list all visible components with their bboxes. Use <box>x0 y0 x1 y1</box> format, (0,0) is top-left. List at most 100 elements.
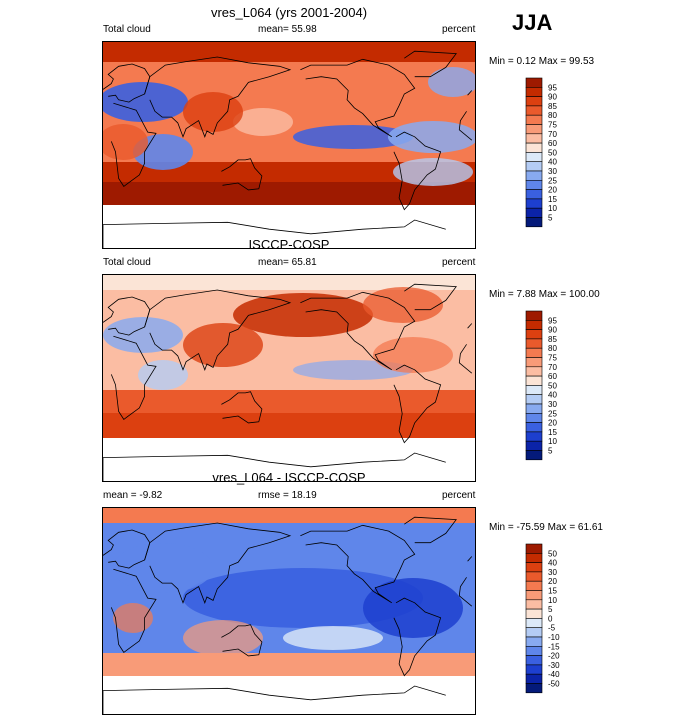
panel-1-colorbar-swatch <box>525 170 543 181</box>
panel-2-colorbar-tick-label: 30 <box>548 400 557 409</box>
panel-1-colorbar-swatch <box>525 207 543 218</box>
panel-2-cloud-field <box>373 337 453 373</box>
panel-1-cloud-field <box>103 124 148 160</box>
panel-2-coastline-antarctica <box>103 452 446 481</box>
panel-2-colorbar-tick-label: 70 <box>548 363 557 372</box>
panel-3-colorbar-swatch <box>525 571 543 582</box>
panel-2-cloud-field <box>138 360 188 390</box>
panel-3-colorbar-tick-label: 30 <box>548 568 557 577</box>
panel-2-colorbar-tick-label: 5 <box>548 447 553 456</box>
panel-1-colorbar-swatch <box>525 87 543 97</box>
panel-2-colorbar-swatch <box>525 413 543 423</box>
panel-1-colorbar-swatch <box>525 180 543 190</box>
panel-1-cloud-field <box>103 205 475 248</box>
panel-3-colorbar-tick-label: 15 <box>548 587 557 596</box>
panel-1-colorbar-swatch <box>525 189 543 200</box>
panel-1-colorbar-swatch <box>525 133 543 144</box>
panel-2-colorbar-swatch <box>525 431 543 442</box>
panel-2-cloud-field <box>363 287 443 323</box>
panel-3-coastline-africa <box>110 568 473 653</box>
panel-2-colorbar-swatch <box>525 403 543 414</box>
panel-3-cloud-field <box>183 568 423 628</box>
panel-1-colorbar-swatch <box>525 161 543 172</box>
panel-3-minmax: Min = -75.59 Max = 61.61 <box>489 522 603 533</box>
panel-1-colorbar-tick-label: 70 <box>548 130 557 139</box>
panel-1-colorbar-tick-label: 40 <box>548 158 557 167</box>
panel-1-colorbar-swatch <box>525 198 543 209</box>
panel-1-colorbar-tick-label: 20 <box>548 186 557 195</box>
panel-2-left-label: Total cloud <box>103 257 151 268</box>
panel-1-center-label: mean= 55.98 <box>258 24 317 35</box>
panel-3-left-label: mean = -9.82 <box>103 490 163 501</box>
panel-3-colorbar-tick-label: -15 <box>548 642 560 651</box>
panel-3-title: vres_L064 - ISCCP-COSP <box>212 470 366 485</box>
panel-2-center-label: mean= 65.81 <box>258 257 317 268</box>
panel-2-colorbar-tick-label: 40 <box>548 391 557 400</box>
panel-1-coastline-namerica <box>300 58 416 138</box>
panel-1-coastline-antarctica <box>103 219 446 248</box>
panel-3-colorbar-tick-label: -30 <box>548 661 560 670</box>
panel-1-colorbar-tick-label: 15 <box>548 195 557 204</box>
panel-2-coastline-samerica <box>393 364 442 444</box>
panel-2-colorbar-tick-label: 95 <box>548 316 557 325</box>
panel-2-colorbar-tick-label: 15 <box>548 428 557 437</box>
panel-1-coastline-europe <box>103 63 473 103</box>
panel-2-colorbar-swatch <box>525 385 543 396</box>
panel-2-coastline-greenland <box>404 283 457 311</box>
panel-2-coastline-namerica <box>300 291 416 371</box>
panel-3-cloud-field <box>103 653 475 678</box>
panel-1-colorbar-tick-label: 90 <box>548 93 557 102</box>
panel-1-colorbar-tick-label: 50 <box>548 148 557 157</box>
panel-3-cloud-field <box>363 578 463 638</box>
panel-2-colorbar-swatch <box>525 394 543 405</box>
panel-3-colorbar-swatch <box>525 543 543 554</box>
panel-1-colorbar-tick-label: 80 <box>548 111 557 120</box>
panel-3-colorbar-swatch <box>525 627 543 638</box>
panel-2-colorbar-tick-label: 50 <box>548 381 557 390</box>
panel-1-colorbar-tick-label: 85 <box>548 102 557 111</box>
panel-3-colorbar-swatch <box>525 599 543 610</box>
panel-1-cloud-field <box>183 92 243 132</box>
panel-1-colorbar-swatch <box>525 152 543 163</box>
panel-3-colorbar-swatch <box>525 590 543 601</box>
panel-3-colorbar-tick-label: 50 <box>548 549 557 558</box>
panel-2-colorbar-tick-label: 20 <box>548 419 557 428</box>
panel-2-colorbar-tick-label: 10 <box>548 437 557 446</box>
panel-3-colorbar-tick-label: 10 <box>548 596 557 605</box>
panel-1-coastline-africa <box>110 102 473 187</box>
panel-2-colorbar-swatch <box>525 310 543 321</box>
panel-3-colorbar-tick-label: -20 <box>548 652 560 661</box>
panel-1-colorbar-swatch <box>525 142 543 153</box>
panel-3-colorbar-tick-label: 20 <box>548 577 557 586</box>
panel-2-title: ISCCP-COSP <box>248 237 330 252</box>
panel-3-colorbar-swatch <box>525 683 543 694</box>
panel-3-colorbar-swatch <box>525 655 543 666</box>
panel-3-cloud-field <box>113 603 153 633</box>
panel-1-coastline-australia <box>221 158 263 191</box>
panel-1-colorbar-swatch <box>525 77 543 88</box>
panel-3-center-label: rmse = 18.19 <box>258 490 317 501</box>
panel-2-coastline-europe <box>103 296 473 336</box>
panel-2-cloud-field <box>233 293 373 337</box>
panel-3-colorbar-tick-label: 0 <box>548 614 553 623</box>
panel-1-right-label: percent <box>442 24 476 35</box>
panel-1-cloud-field <box>103 182 475 207</box>
panel-3-cloud-field <box>103 508 475 523</box>
panel-2-colorbar-tick-label: 75 <box>548 354 557 363</box>
panel-1-colorbar-tick-label: 75 <box>548 121 557 130</box>
panel-2-colorbar-swatch <box>525 375 543 386</box>
panel-1-colorbar-swatch <box>525 96 543 107</box>
panel-1-colorbar-tick-label: 60 <box>548 139 557 148</box>
panel-3-colorbar-tick-label: 5 <box>548 605 553 614</box>
panel-3-colorbar-swatch <box>525 618 543 629</box>
panel-1-colorbar-swatch <box>525 105 543 116</box>
panel-2-colorbar: 95 90 85 80 75 70 60 50 40 30 25 20 15 10 5 <box>522 310 582 461</box>
panel-3-colorbar-swatch <box>525 562 543 573</box>
panel-2-cloud-field <box>103 413 475 438</box>
panel-2-coastline-australia <box>221 391 263 424</box>
panel-3-map <box>102 507 476 715</box>
panel-1-cloud-field <box>393 158 473 186</box>
panel-3-colorbar-swatch <box>525 636 543 647</box>
panel-2-colorbar-swatch <box>525 366 543 377</box>
panel-1-cloud-field <box>103 42 475 62</box>
